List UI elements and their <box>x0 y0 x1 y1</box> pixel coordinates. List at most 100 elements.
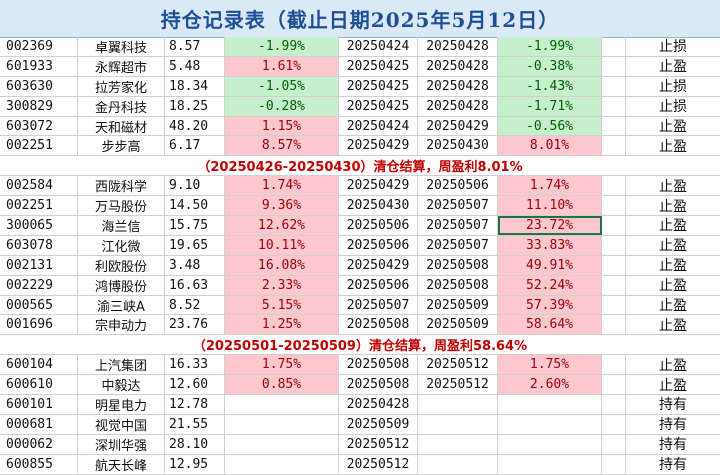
cost-price-cell[interactable]: 12.60 <box>165 375 225 395</box>
sell-date-cell[interactable]: 20250507 <box>418 235 498 255</box>
sell-date-cell[interactable]: 20250509 <box>418 295 498 315</box>
status-cell[interactable]: 止盈 <box>659 138 687 155</box>
daily-change-cell[interactable] <box>225 434 339 454</box>
daily-change-cell[interactable] <box>225 454 339 474</box>
sell-date-cell[interactable] <box>418 454 498 474</box>
cumulative-return-cell[interactable]: 8.01% <box>498 136 602 156</box>
cost-price-cell[interactable]: 48.20 <box>165 116 225 136</box>
stock-name-cell[interactable]: 上汽集团 <box>78 355 165 375</box>
cost-price-cell[interactable]: 18.25 <box>165 96 225 116</box>
empty-cell[interactable] <box>602 136 626 156</box>
buy-date-cell[interactable]: 20250508 <box>339 355 418 375</box>
cumulative-return-cell[interactable] <box>498 454 602 474</box>
buy-date-cell[interactable]: 20250430 <box>339 196 418 216</box>
cumulative-return-cell[interactable]: -1.43% <box>498 76 602 96</box>
sheet-title[interactable]: 持仓记录表（截止日期2025年5月12日） <box>0 0 720 38</box>
cost-price-cell[interactable]: 14.50 <box>165 196 225 216</box>
cost-price-cell[interactable]: 8.52 <box>165 295 225 315</box>
empty-cell[interactable] <box>602 196 626 216</box>
buy-date-cell[interactable]: 20250425 <box>339 76 418 96</box>
stock-code-cell[interactable]: 001696 <box>0 315 78 335</box>
stock-name-cell[interactable]: 视觉中国 <box>78 414 165 434</box>
status-cell[interactable]: 止盈 <box>659 298 687 315</box>
stock-code-cell[interactable]: 603078 <box>0 235 78 255</box>
buy-date-cell[interactable]: 20250508 <box>339 375 418 395</box>
stock-code-cell[interactable]: 300829 <box>0 96 78 116</box>
sell-date-cell[interactable] <box>418 434 498 454</box>
empty-cell[interactable] <box>602 235 626 255</box>
cumulative-return-cell[interactable]: 1.75% <box>498 355 602 375</box>
stock-name-cell[interactable]: 永辉超市 <box>78 56 165 76</box>
daily-change-cell[interactable]: 1.25% <box>225 315 339 335</box>
status-cell[interactable]: 止盈 <box>659 377 687 394</box>
sell-date-cell[interactable]: 20250509 <box>418 315 498 335</box>
cost-price-cell[interactable]: 15.75 <box>165 216 225 235</box>
status-cell[interactable]: 持有 <box>659 417 687 434</box>
stock-code-cell[interactable]: 300065 <box>0 216 78 235</box>
status-cell[interactable]: 持有 <box>659 457 687 474</box>
buy-date-cell[interactable]: 20250509 <box>339 414 418 434</box>
stock-name-cell[interactable]: 卓翼科技 <box>78 37 165 56</box>
sell-date-cell[interactable]: 20250428 <box>418 76 498 96</box>
cumulative-return-cell[interactable]: 2.60% <box>498 375 602 395</box>
empty-cell[interactable] <box>602 395 626 414</box>
daily-change-cell[interactable] <box>225 395 339 414</box>
daily-change-cell[interactable]: 12.62% <box>225 216 339 235</box>
daily-change-cell[interactable]: 2.33% <box>225 275 339 295</box>
buy-date-cell[interactable]: 20250424 <box>339 116 418 136</box>
cumulative-return-cell[interactable]: 33.83% <box>498 235 602 255</box>
stock-name-cell[interactable]: 天和磁材 <box>78 116 165 136</box>
cumulative-return-cell[interactable]: 58.64% <box>498 315 602 335</box>
stock-name-cell[interactable]: 金丹科技 <box>78 96 165 116</box>
sell-date-cell[interactable]: 20250512 <box>418 355 498 375</box>
cost-price-cell[interactable]: 19.65 <box>165 235 225 255</box>
status-cell[interactable]: 止损 <box>659 99 687 116</box>
status-cell[interactable]: 止盈 <box>659 258 687 275</box>
buy-date-cell[interactable]: 20250429 <box>339 176 418 196</box>
sell-date-cell[interactable]: 20250506 <box>418 176 498 196</box>
sell-date-cell[interactable]: 20250428 <box>418 96 498 116</box>
empty-cell[interactable] <box>602 434 626 454</box>
sell-date-cell[interactable]: 20250508 <box>418 255 498 275</box>
buy-date-cell[interactable]: 20250507 <box>339 295 418 315</box>
stock-code-cell[interactable]: 600101 <box>0 395 78 414</box>
daily-change-cell[interactable]: 10.11% <box>225 235 339 255</box>
daily-change-cell[interactable]: 16.08% <box>225 255 339 275</box>
daily-change-cell[interactable]: -1.99% <box>225 37 339 56</box>
cumulative-return-cell[interactable]: -0.38% <box>498 56 602 76</box>
daily-change-cell[interactable]: -0.28% <box>225 96 339 116</box>
stock-code-cell[interactable]: 600855 <box>0 454 78 474</box>
empty-cell[interactable] <box>602 37 626 56</box>
stock-name-cell[interactable]: 明星电力 <box>78 395 165 414</box>
buy-date-cell[interactable]: 20250429 <box>339 136 418 156</box>
stock-name-cell[interactable]: 中毅达 <box>78 375 165 395</box>
sell-date-cell[interactable] <box>418 414 498 434</box>
stock-name-cell[interactable]: 步步高 <box>78 136 165 156</box>
stock-name-cell[interactable]: 利欧股份 <box>78 255 165 275</box>
empty-cell[interactable] <box>602 295 626 315</box>
cost-price-cell[interactable]: 18.34 <box>165 76 225 96</box>
buy-date-cell[interactable]: 20250512 <box>339 434 418 454</box>
status-cell[interactable]: 止损 <box>659 39 687 56</box>
daily-change-cell[interactable]: 1.61% <box>225 56 339 76</box>
buy-date-cell[interactable]: 20250429 <box>339 255 418 275</box>
daily-change-cell[interactable]: 1.74% <box>225 176 339 196</box>
stock-name-cell[interactable]: 拉芳家化 <box>78 76 165 96</box>
empty-cell[interactable] <box>602 116 626 136</box>
sell-date-cell[interactable]: 20250430 <box>418 136 498 156</box>
stock-name-cell[interactable]: 宗申动力 <box>78 315 165 335</box>
status-cell[interactable]: 止盈 <box>659 317 687 334</box>
cost-price-cell[interactable]: 3.48 <box>165 255 225 275</box>
status-cell[interactable]: 止盈 <box>659 198 687 215</box>
buy-date-cell[interactable]: 20250425 <box>339 56 418 76</box>
daily-change-cell[interactable]: -1.05% <box>225 76 339 96</box>
empty-cell[interactable] <box>602 414 626 434</box>
stock-code-cell[interactable]: 601933 <box>0 56 78 76</box>
cumulative-return-cell[interactable] <box>498 395 602 414</box>
stock-name-cell[interactable]: 航天长峰 <box>78 454 165 474</box>
cumulative-return-cell[interactable]: 52.24% <box>498 275 602 295</box>
status-cell[interactable]: 止盈 <box>659 218 687 235</box>
cost-price-cell[interactable]: 28.10 <box>165 434 225 454</box>
status-cell[interactable]: 持有 <box>659 397 687 414</box>
daily-change-cell[interactable]: 9.36% <box>225 196 339 216</box>
